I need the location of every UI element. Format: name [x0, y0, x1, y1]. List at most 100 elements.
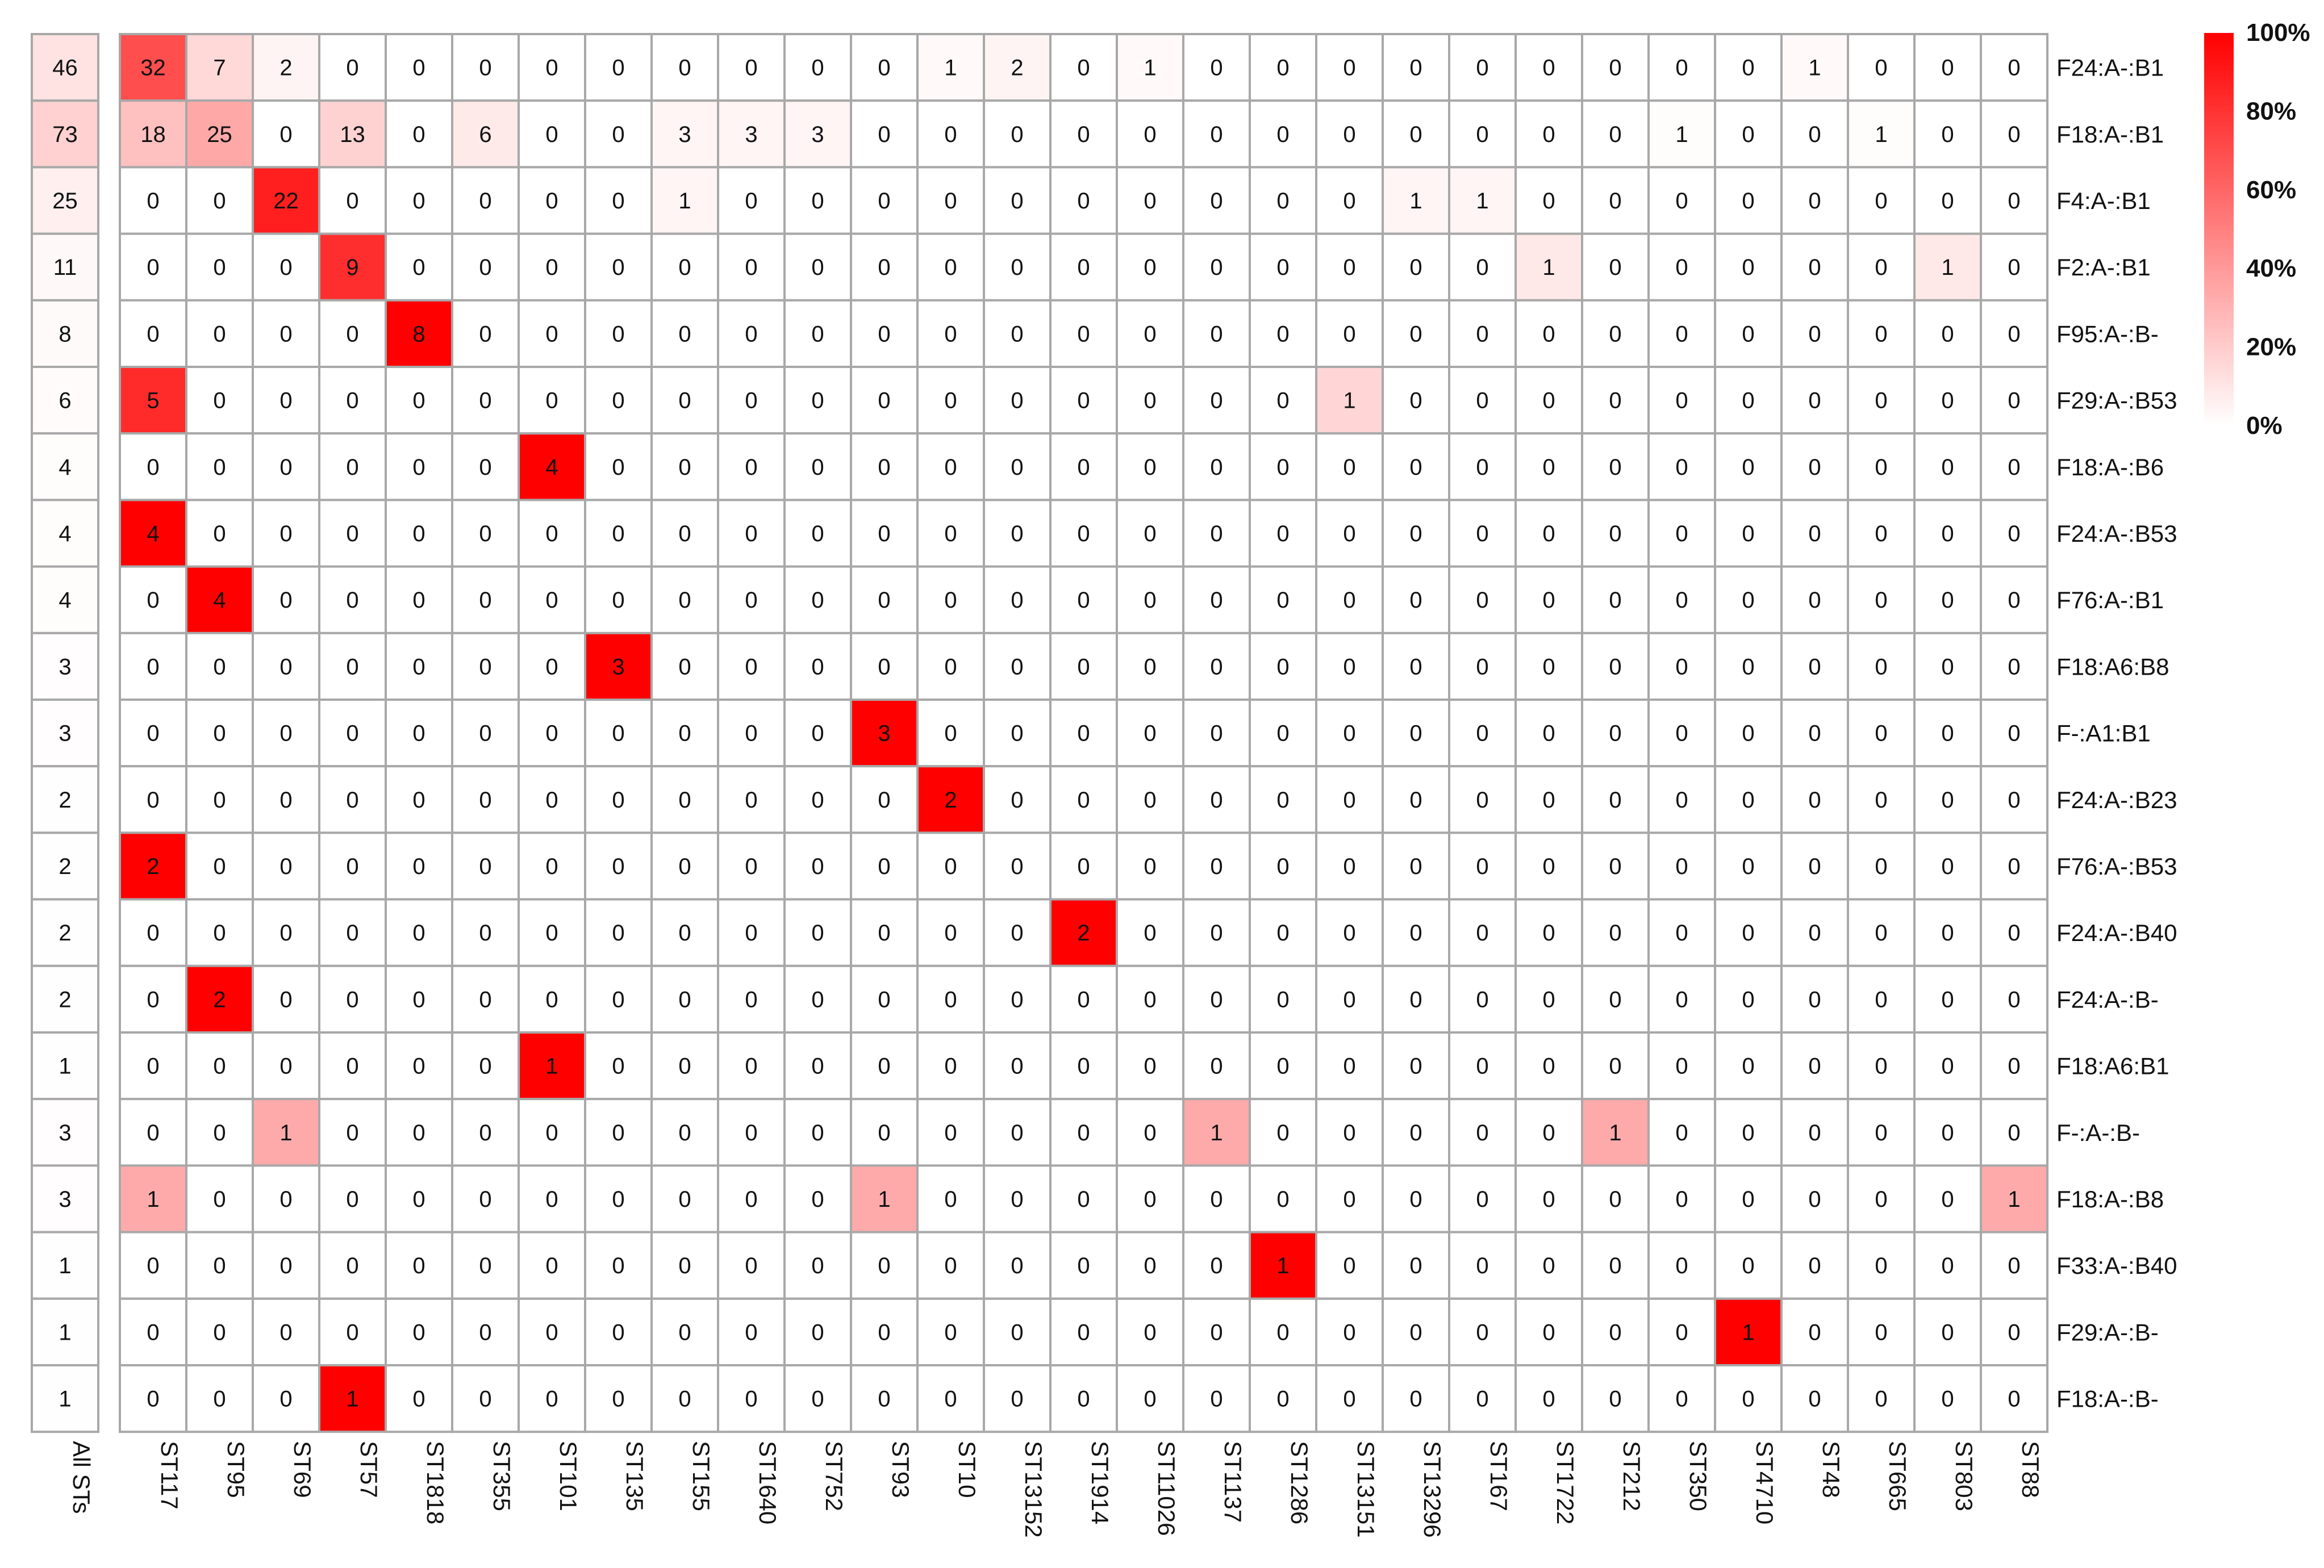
heatmap-cell [1049, 1164, 1118, 1234]
column-label: ST117 [156, 1441, 183, 1510]
cell-value: 0 [279, 588, 292, 613]
heatmap-cell [983, 1031, 1052, 1101]
cell-value: 0 [1875, 987, 1887, 1012]
cell-value: 0 [678, 654, 691, 679]
heatmap-cell [252, 99, 320, 169]
heatmap-cell [1980, 1297, 2048, 1367]
row-labels: F24:A-:B1 F18:A-:B1 F4:A-:B1 F2:A-:B1 F95:A-… [2056, 55, 2177, 1412]
column-label: ST803 [1951, 1441, 1977, 1511]
cell-value: 0 [1210, 1187, 1223, 1212]
heatmap-cell [650, 1297, 719, 1367]
cell-value: 0 [678, 1320, 691, 1345]
total-cell [31, 699, 99, 768]
cell-value: 0 [479, 521, 491, 546]
cell-value: 0 [412, 1387, 425, 1412]
cell-value: 0 [1742, 654, 1754, 679]
cell-value: 0 [612, 388, 624, 413]
cell-value: 0 [745, 521, 757, 546]
cell-value: 0 [1941, 654, 1954, 679]
cell-value: 0 [1742, 455, 1754, 480]
cell-value: 0 [545, 521, 558, 546]
heatmap-cell [1116, 1098, 1184, 1167]
cell-value: 0 [1077, 56, 1090, 81]
cell-value: 0 [1875, 321, 1887, 346]
heatmap-cell [1714, 1098, 1783, 1167]
legend-tick-label: 60% [2246, 176, 2296, 204]
heatmap-cell [1581, 1031, 1650, 1101]
cell-value: 0 [1675, 455, 1688, 480]
column-labels: All STs ST117 ST95 ST69 ST57 ST1818 ST355 ST101… [68, 1441, 2044, 1537]
cell-value: 0 [1077, 521, 1090, 546]
cell-value: 0 [1210, 854, 1223, 879]
heatmap-cell [1647, 831, 1716, 901]
cell-value: 1 [1808, 56, 1821, 81]
heatmap-cell [1847, 432, 1916, 501]
cell-value: 0 [545, 654, 558, 679]
row-label: F95:A-:B- [2056, 320, 2159, 347]
cell-value: 0 [1808, 788, 1821, 813]
cell-value: 0 [1675, 1253, 1688, 1278]
cell-value: 1 [1609, 1120, 1621, 1145]
heatmap-cell [916, 565, 985, 634]
row-label: F24:A-:B1 [2056, 55, 2164, 81]
heatmap-cell [1116, 1364, 1184, 1433]
heatmap-cell [1049, 699, 1118, 768]
cell-value: 0 [1675, 56, 1688, 81]
cell-value: 0 [213, 189, 226, 214]
cell-value: 0 [1941, 455, 1954, 480]
cell-value: 0 [1077, 122, 1090, 147]
cell-value: 0 [1011, 854, 1023, 879]
heatmap-cell [1382, 831, 1450, 901]
cell-value: 0 [1476, 455, 1488, 480]
cell-value: 0 [1276, 588, 1289, 613]
heatmap-cell [850, 831, 919, 901]
cell-value: 0 [1609, 56, 1621, 81]
cell-value: 3 [745, 122, 757, 147]
heatmap-cell [916, 299, 985, 368]
cell-value: 0 [1011, 588, 1023, 613]
cell-value: 0 [612, 588, 624, 613]
heatmap-cell [518, 699, 586, 768]
cell-value: 0 [2008, 321, 2020, 346]
heatmap-cell [650, 831, 719, 901]
heatmap-cell [1382, 765, 1450, 834]
heatmap-cell [1780, 1164, 1849, 1234]
cell-value: 0 [1210, 1054, 1223, 1079]
heatmap-cell [1116, 1231, 1184, 1300]
cell-value: 0 [612, 321, 624, 346]
cell-value: 0 [745, 987, 757, 1012]
heatmap-cell [1913, 831, 1982, 901]
heatmap-cell [451, 898, 520, 967]
cell-value: 0 [1609, 455, 1621, 480]
cell-value: 0 [1409, 721, 1422, 746]
cell-value: 0 [1210, 921, 1223, 946]
cell-value: 0 [213, 1253, 226, 1278]
cell-value: 0 [1675, 189, 1688, 214]
column-label: ST1722 [1552, 1441, 1579, 1524]
heatmap-cell [318, 964, 387, 1034]
cell-value: 0 [811, 1054, 824, 1079]
cell-value: 0 [479, 1253, 491, 1278]
cell-value: 0 [2008, 1253, 2020, 1278]
cell-value: 0 [147, 921, 159, 946]
heatmap-cell [119, 99, 187, 169]
cell-value: 0 [1077, 189, 1090, 214]
cell-value: 0 [346, 721, 358, 746]
cell-value: 0 [1675, 654, 1688, 679]
heatmap-cell [1448, 1364, 1517, 1433]
cell-value: 0 [1343, 1253, 1355, 1278]
heatmap-cell [1382, 166, 1450, 235]
cell-value: 0 [1409, 321, 1422, 346]
cell-value: 0 [878, 189, 890, 214]
heatmap-cell [1049, 366, 1118, 435]
heatmap-cell [584, 299, 653, 368]
cell-value: 0 [412, 455, 425, 480]
total-value: 2 [59, 788, 71, 813]
total-value: 4 [59, 588, 71, 613]
legend-tick-label: 0% [2246, 412, 2283, 440]
heatmap-cell [385, 1098, 453, 1167]
cell-value: 0 [346, 654, 358, 679]
cell-value: 0 [878, 987, 890, 1012]
cell-value: 0 [612, 56, 624, 81]
